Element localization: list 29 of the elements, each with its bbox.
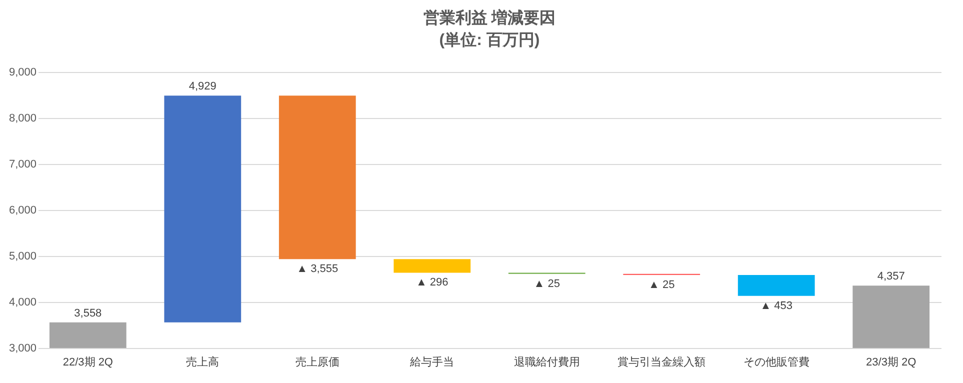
y-tick-label: 3,000 [8,342,36,354]
y-tick-label: 5,000 [8,250,36,262]
data-label: ▲ 296 [416,276,448,289]
data-label: 3,558 [74,307,102,320]
chart-title: 営業利益 増減要因 [423,8,556,27]
data-label: 4,357 [877,270,905,283]
x-tick-label: 賞与引当金繰入額 [618,356,706,368]
bar [738,275,815,296]
x-tick-label: 23/3期 2Q [866,356,917,368]
data-label: ▲ 25 [648,279,675,292]
bar [278,96,356,260]
x-tick-label: 売上原価 [295,356,340,368]
bar [164,96,242,322]
x-tick-label: 22/3期 2Q [62,356,114,368]
chart-subtitle: (単位: 百万円) [439,31,540,49]
data-label: ▲ 25 [534,278,560,290]
x-tick-label: 給与手当 [409,356,454,368]
bar [394,259,471,273]
data-label: ▲ 453 [760,300,792,312]
data-label: 4,929 [188,80,216,93]
data-label: ▲ 3,555 [296,263,338,276]
y-tick-label: 4,000 [8,296,36,308]
y-tick-label: 9,000 [8,66,36,78]
x-tick-label: その他販管費 [743,356,810,368]
x-tick-label: 売上高 [186,356,220,368]
y-tick-label: 6,000 [8,204,36,216]
y-tick-label: 7,000 [8,158,36,170]
x-tick-label: 退職給付費用 [514,356,580,368]
y-tick-label: 8,000 [8,112,36,124]
